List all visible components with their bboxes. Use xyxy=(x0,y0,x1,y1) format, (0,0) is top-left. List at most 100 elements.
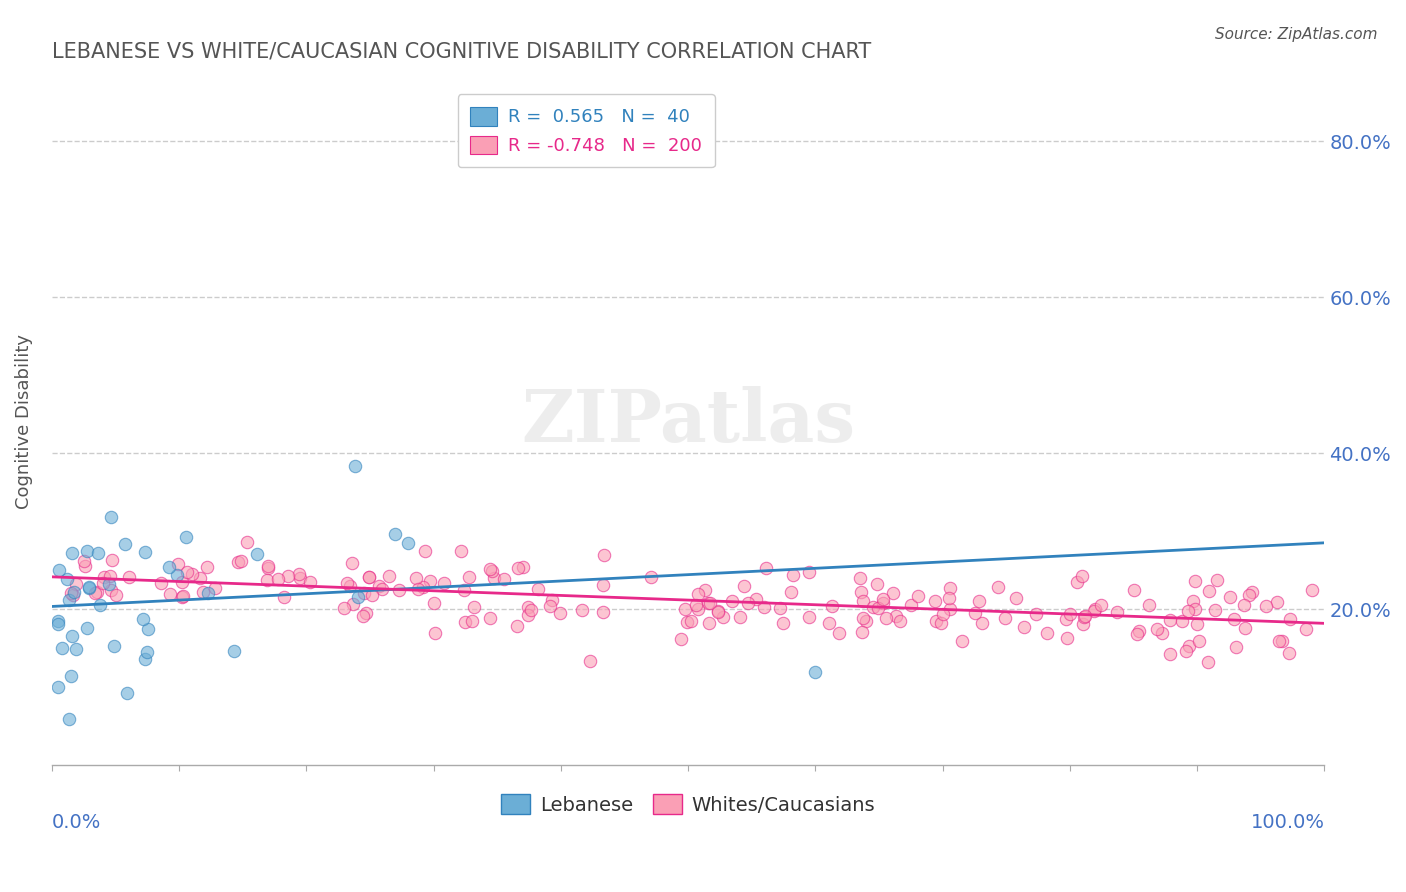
Point xyxy=(707,604,730,618)
Point xyxy=(60,629,83,643)
Point xyxy=(277,569,299,583)
Point xyxy=(733,579,755,593)
Point xyxy=(62,588,84,602)
Point xyxy=(1177,604,1199,618)
Point xyxy=(412,580,434,594)
Point xyxy=(1159,647,1181,661)
Point xyxy=(86,585,108,599)
Point xyxy=(77,581,100,595)
Point xyxy=(679,614,702,628)
Point xyxy=(481,564,503,578)
Point xyxy=(1301,583,1323,598)
Point xyxy=(592,605,614,619)
Point xyxy=(851,625,873,640)
Point xyxy=(1059,607,1081,622)
Point xyxy=(1233,621,1256,635)
Point xyxy=(1265,595,1288,609)
Point xyxy=(593,549,616,563)
Point xyxy=(370,582,392,596)
Point xyxy=(415,544,437,558)
Point xyxy=(1184,574,1206,588)
Point xyxy=(950,633,973,648)
Point xyxy=(117,686,139,700)
Point xyxy=(1137,598,1160,612)
Point xyxy=(1271,633,1294,648)
Point xyxy=(769,601,792,615)
Point xyxy=(405,571,427,585)
Point xyxy=(166,568,188,582)
Point xyxy=(267,572,290,586)
Point xyxy=(359,570,381,584)
Point xyxy=(1278,646,1301,660)
Point xyxy=(780,585,803,599)
Point xyxy=(46,614,69,628)
Point xyxy=(1233,598,1256,612)
Point xyxy=(925,614,948,628)
Point xyxy=(737,595,759,609)
Point xyxy=(454,615,477,630)
Point xyxy=(60,546,83,560)
Point xyxy=(204,581,226,595)
Point xyxy=(98,576,121,591)
Point xyxy=(118,570,141,584)
Point xyxy=(1279,612,1302,626)
Point xyxy=(1146,622,1168,636)
Point xyxy=(479,562,502,576)
Point xyxy=(1056,632,1078,646)
Point xyxy=(872,592,894,607)
Point xyxy=(512,559,534,574)
Point xyxy=(1206,574,1229,588)
Point xyxy=(1185,617,1208,632)
Point xyxy=(728,610,751,624)
Legend: Lebanese, Whites/Caucasians: Lebanese, Whites/Caucasians xyxy=(491,784,884,824)
Point xyxy=(347,590,370,604)
Point xyxy=(98,569,121,583)
Point xyxy=(848,571,870,585)
Point xyxy=(273,590,295,604)
Point xyxy=(1005,591,1028,605)
Point xyxy=(93,570,115,584)
Point xyxy=(697,616,720,631)
Point xyxy=(931,607,953,621)
Point xyxy=(136,622,159,636)
Point xyxy=(425,626,447,640)
Point xyxy=(172,574,194,589)
Point xyxy=(104,588,127,602)
Point xyxy=(453,582,475,597)
Y-axis label: Cognitive Disability: Cognitive Disability xyxy=(15,334,32,509)
Point xyxy=(506,619,529,633)
Point xyxy=(804,665,827,679)
Point xyxy=(1241,585,1264,599)
Point xyxy=(745,592,768,607)
Point xyxy=(226,555,249,569)
Point xyxy=(963,606,986,620)
Point xyxy=(59,586,82,600)
Point xyxy=(852,594,875,608)
Point xyxy=(967,594,990,608)
Point xyxy=(114,537,136,551)
Point xyxy=(1083,604,1105,618)
Point xyxy=(256,573,278,587)
Point xyxy=(457,570,479,584)
Point xyxy=(1105,606,1128,620)
Point xyxy=(222,644,245,658)
Point xyxy=(150,575,173,590)
Point xyxy=(720,594,742,608)
Point xyxy=(579,654,602,668)
Point xyxy=(343,458,366,473)
Point xyxy=(482,571,505,585)
Point xyxy=(686,602,709,616)
Point xyxy=(65,576,87,591)
Point xyxy=(406,582,429,596)
Point xyxy=(378,569,401,583)
Point xyxy=(432,575,454,590)
Point xyxy=(1036,626,1059,640)
Point xyxy=(134,545,156,559)
Point xyxy=(1178,639,1201,653)
Point xyxy=(359,570,381,584)
Point xyxy=(352,609,374,624)
Point xyxy=(548,606,571,620)
Point xyxy=(342,597,364,611)
Point xyxy=(463,600,485,615)
Point xyxy=(353,585,375,599)
